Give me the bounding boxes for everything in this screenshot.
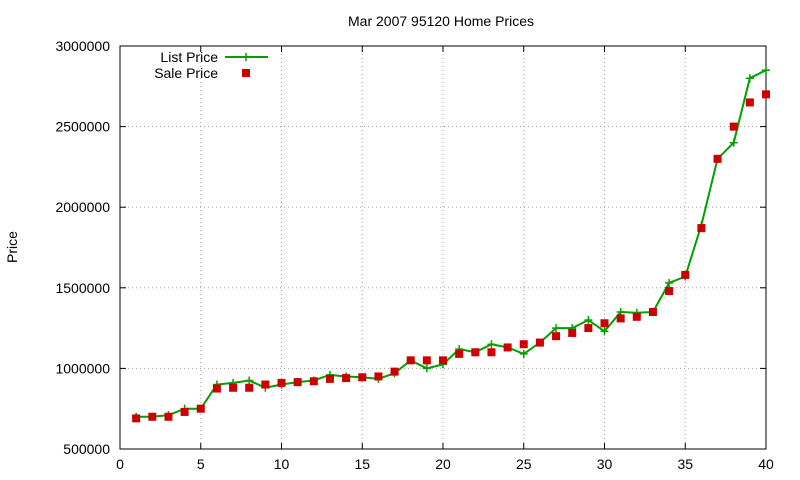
x-tick-label: 20 <box>435 456 451 472</box>
sale-price-point <box>229 383 238 392</box>
sale-price-point <box>487 348 496 357</box>
sale-price-point <box>681 270 690 279</box>
sale-price-point <box>358 373 367 382</box>
sale-price-point <box>439 356 447 365</box>
list-price-point <box>422 364 431 373</box>
list-price-point <box>600 327 609 336</box>
x-tick-label: 30 <box>597 456 613 472</box>
x-tick-label: 5 <box>197 456 205 472</box>
y-tick-label: 500000 <box>63 441 110 457</box>
legend-label: List Price <box>160 49 218 65</box>
sale-price-point <box>552 332 561 341</box>
sale-price-point <box>212 384 221 393</box>
sale-price-point <box>422 356 431 365</box>
legend-label: Sale Price <box>154 65 218 81</box>
sale-price-point <box>325 374 334 383</box>
list-price-point <box>245 376 254 385</box>
sale-price-point <box>277 378 286 387</box>
sale-price-point <box>762 90 770 99</box>
sale-price-point <box>600 319 609 328</box>
sale-price-point <box>455 349 464 358</box>
sale-price-point <box>148 412 157 421</box>
sale-price-point <box>648 307 657 316</box>
sale-price-point <box>132 414 141 423</box>
axis-ticks: 0 5 10 15 20 25 30 35 40 500000 1000000 1500000 2000… <box>55 38 774 472</box>
y-tick-label: 2500000 <box>55 119 110 135</box>
sale-price-point <box>697 224 706 233</box>
sale-price-point <box>390 367 399 376</box>
series-sale-price <box>132 90 770 423</box>
chart-title: Mar 2007 95120 Home Prices <box>348 13 534 29</box>
x-tick-label: 25 <box>516 456 532 472</box>
sale-price-point <box>164 412 173 421</box>
list-price-point <box>729 138 738 147</box>
y-axis-label: Price <box>4 231 20 263</box>
sale-price-point <box>535 338 544 347</box>
list-price-point <box>665 278 674 287</box>
sale-price-point <box>616 314 625 323</box>
y-tick-label: 1000000 <box>55 360 110 376</box>
list-price-point <box>762 66 770 75</box>
sale-price-point <box>261 380 270 389</box>
sale-price-point <box>471 348 480 357</box>
sale-price-point <box>406 356 415 365</box>
sale-price-point <box>665 287 674 296</box>
list-price-point <box>584 316 593 325</box>
x-tick-label: 35 <box>677 456 693 472</box>
list-price-point <box>552 324 561 333</box>
x-tick-label: 15 <box>354 456 370 472</box>
sale-price-point <box>293 378 302 387</box>
legend-square-marker <box>242 69 250 77</box>
sale-price-point <box>503 343 512 352</box>
sale-price-point <box>584 324 593 333</box>
sale-price-point <box>374 372 383 381</box>
y-tick-label: 2000000 <box>55 199 110 215</box>
list-price-point <box>745 74 754 83</box>
sale-price-point <box>729 122 738 131</box>
x-tick-label: 0 <box>116 456 124 472</box>
y-tick-label: 3000000 <box>55 38 110 54</box>
sale-price-point <box>745 98 754 107</box>
list-price-point <box>519 349 528 358</box>
sale-price-point <box>713 154 722 163</box>
sale-price-point <box>180 407 189 416</box>
list-price-point <box>487 340 496 349</box>
sale-price-point <box>342 374 351 383</box>
series-list-price <box>132 66 770 421</box>
sale-price-point <box>309 377 318 386</box>
sale-price-point <box>519 340 528 349</box>
sale-price-point <box>632 312 641 321</box>
sale-price-point <box>568 328 577 337</box>
y-tick-label: 1500000 <box>55 280 110 296</box>
list-price-line <box>136 69 767 418</box>
x-tick-label: 10 <box>274 456 290 472</box>
series-layer <box>132 66 770 423</box>
x-tick-label: 40 <box>758 456 774 472</box>
legend-plus-marker <box>242 53 250 61</box>
sale-price-point <box>196 404 205 413</box>
sale-price-point <box>245 383 254 392</box>
